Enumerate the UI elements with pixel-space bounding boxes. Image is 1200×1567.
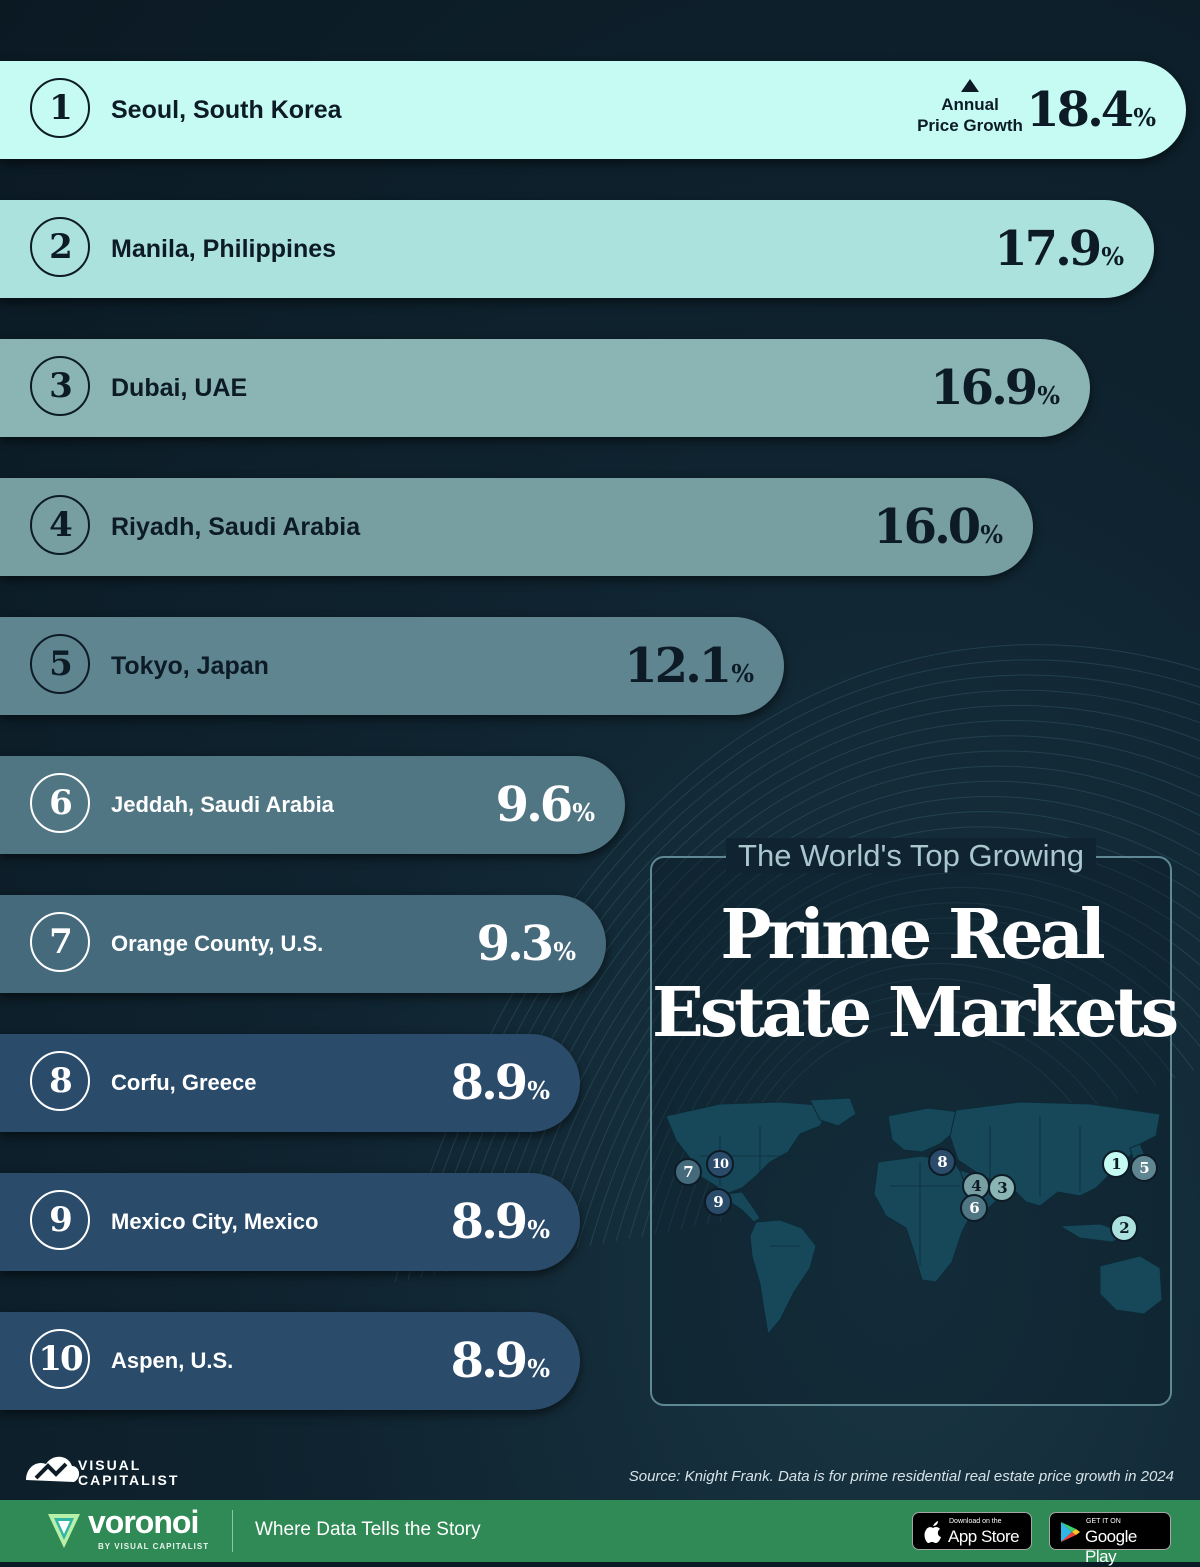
- voronoi-byline: BY VISUAL CAPITALIST: [98, 1542, 210, 1551]
- value-unit: %: [572, 798, 595, 827]
- value-label: 9.6%: [496, 756, 595, 862]
- title-panel: The World's Top Growing Prime Real Estat…: [650, 838, 1179, 1406]
- tagline: Where Data Tells the Story: [255, 1519, 481, 1540]
- europe-shape: [887, 1107, 961, 1153]
- footer-bar: voronoi BY VISUAL CAPITALIST Where Data …: [0, 1500, 1200, 1566]
- footer-divider: [232, 1510, 233, 1552]
- visual-capitalist-logo-icon: [26, 1456, 80, 1482]
- value-unit: %: [1037, 381, 1060, 410]
- category-label: Seoul, South Korea: [111, 96, 342, 124]
- map-pin-10: 10: [706, 1150, 734, 1178]
- value-label: 16.0%: [873, 478, 1003, 584]
- apple-icon: [924, 1521, 941, 1543]
- app-store-button[interactable]: Download on the App Store: [912, 1512, 1032, 1550]
- category-label: Orange County, U.S.: [111, 931, 324, 956]
- bar-7: 7 Orange County, U.S. 9.3%: [0, 895, 606, 993]
- rank-badge: 4: [30, 495, 90, 555]
- value-label: 8.9%: [451, 1173, 550, 1279]
- value-number: 16.0: [873, 499, 981, 555]
- chart-title: Prime Real Estate Markets: [652, 895, 1179, 1053]
- bar-8: 8 Corfu, Greece 8.9%: [0, 1034, 580, 1132]
- rank-badge: 10: [30, 1329, 90, 1389]
- category-label: Tokyo, Japan: [111, 652, 269, 680]
- value-unit: %: [527, 1354, 550, 1383]
- map-pin-8: 8: [928, 1148, 956, 1176]
- greenland-shape: [809, 1097, 857, 1127]
- south-america-shape: [749, 1219, 817, 1336]
- rank-badge: 2: [30, 217, 90, 277]
- bar-9: 9 Mexico City, Mexico 8.9%: [0, 1173, 580, 1271]
- category-label: Jeddah, Saudi Arabia: [111, 792, 334, 817]
- map-pin-6: 6: [960, 1194, 988, 1222]
- title-line-1: Prime Real: [720, 895, 1105, 975]
- panel-subtitle: The World's Top Growing: [652, 838, 1170, 874]
- google-play-icon: [1061, 1522, 1080, 1542]
- value-label: 17.9%: [994, 200, 1124, 306]
- bar-3: 3 Dubai, UAE 16.9%: [0, 339, 1090, 437]
- value-number: 16.9: [930, 360, 1038, 416]
- annotation-line-1: Annual: [941, 95, 999, 114]
- value-label: 8.9%: [451, 1034, 550, 1140]
- value-number: 9.6: [495, 777, 573, 833]
- central-america-shape: [725, 1191, 761, 1223]
- value-label: 16.9%: [930, 339, 1060, 445]
- bar-5: 5 Tokyo, Japan 12.1%: [0, 617, 784, 715]
- value-unit: %: [527, 1076, 550, 1105]
- rank-badge: 6: [30, 773, 90, 833]
- value-label: 9.3%: [477, 895, 576, 1001]
- source-note: Source: Knight Frank. Data is for prime …: [628, 1468, 1174, 1485]
- rank-badge: 3: [30, 356, 90, 416]
- bar-2: 2 Manila, Philippines 17.9%: [0, 200, 1154, 298]
- value-unit: %: [527, 1215, 550, 1244]
- value-number: 18.4: [1026, 82, 1134, 138]
- map-pin-9: 9: [704, 1188, 732, 1216]
- annotation-line-2: Price Growth: [917, 116, 1023, 135]
- bar-4: 4 Riyadh, Saudi Arabia 16.0%: [0, 478, 1033, 576]
- category-label: Riyadh, Saudi Arabia: [111, 513, 361, 541]
- value-number: 17.9: [994, 221, 1102, 277]
- rank-badge: 1: [30, 78, 90, 138]
- value-number: 8.9: [450, 1194, 528, 1250]
- title-line-2: Estate Markets: [652, 973, 1179, 1053]
- value-unit: %: [1133, 103, 1156, 132]
- map-pin-5: 5: [1130, 1154, 1158, 1182]
- value-label: 8.9%: [451, 1312, 550, 1418]
- rank-badge: 5: [30, 634, 90, 694]
- map-pin-2: 2: [1110, 1214, 1138, 1242]
- value-unit: %: [980, 520, 1003, 549]
- rank-badge: 8: [30, 1051, 90, 1111]
- category-label: Aspen, U.S.: [111, 1348, 234, 1373]
- value-number: 8.9: [450, 1333, 528, 1389]
- australia-shape: [1099, 1255, 1163, 1315]
- rank-badge: 7: [30, 912, 90, 972]
- value-number: 8.9: [450, 1055, 528, 1111]
- rank-badge: 9: [30, 1190, 90, 1250]
- category-label: Corfu, Greece: [111, 1070, 257, 1095]
- value-unit: %: [553, 937, 576, 966]
- voronoi-wordmark: voronoi: [88, 1504, 199, 1540]
- bar-6: 6 Jeddah, Saudi Arabia 9.6%: [0, 756, 625, 854]
- value-number: 9.3: [476, 916, 554, 972]
- world-map: [665, 1097, 1163, 1336]
- google-play-button[interactable]: GET IT ON Google Play: [1049, 1512, 1171, 1566]
- value-unit: %: [731, 659, 754, 688]
- category-label: Dubai, UAE: [111, 374, 248, 402]
- voronoi-logo-icon: [48, 1514, 80, 1548]
- visual-capitalist-wordmark: VISUAL CAPITALIST: [78, 1457, 180, 1488]
- value-label: 12.1%: [624, 617, 754, 723]
- category-label: Mexico City, Mexico: [111, 1209, 319, 1234]
- map-pin-3: 3: [988, 1174, 1016, 1202]
- value-number: 12.1: [624, 638, 732, 694]
- annual-growth-annotation: Annual Price Growth: [910, 79, 1030, 136]
- up-triangle-icon: [961, 79, 979, 92]
- map-pin-1: 1: [1102, 1150, 1130, 1178]
- value-unit: %: [1101, 242, 1124, 271]
- category-label: Manila, Philippines: [111, 235, 337, 263]
- africa-shape: [873, 1155, 977, 1283]
- bar-1: 1 Seoul, South Korea 18.4% Annual Price Grow…: [0, 61, 1186, 159]
- bar-10: 10 Aspen, U.S. 8.9%: [0, 1312, 580, 1410]
- value-label: 18.4%: [1026, 61, 1156, 167]
- map-pin-7: 7: [674, 1158, 702, 1186]
